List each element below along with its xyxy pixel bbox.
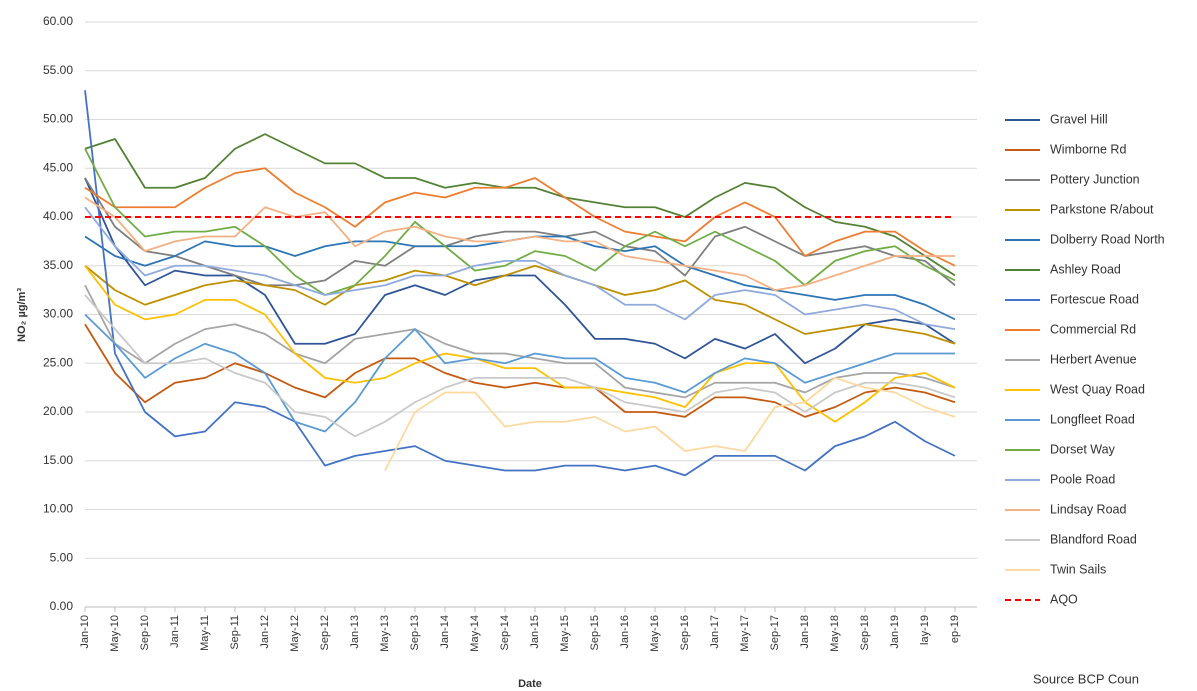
legend-label: Gravel Hill xyxy=(1050,112,1108,126)
y-tick-label: 55.00 xyxy=(43,63,73,77)
x-tick-label: Sep-14 xyxy=(499,615,511,650)
series-line xyxy=(84,177,956,365)
y-tick-label: 40.00 xyxy=(43,209,73,223)
x-tick-label: Jan-15 xyxy=(529,615,541,649)
legend-label: Parkstone R/about xyxy=(1050,202,1154,216)
x-tick-label: Sep-16 xyxy=(679,615,691,650)
series-line xyxy=(84,284,956,399)
legend-label: Longfleet Road xyxy=(1050,412,1135,426)
y-tick-label: 15.00 xyxy=(43,453,73,467)
legend-label: Poole Road xyxy=(1050,472,1115,486)
series-line xyxy=(84,323,956,418)
series-line xyxy=(84,313,955,433)
y-tick-label: 25.00 xyxy=(43,355,73,369)
legend-label: Dorset Way xyxy=(1050,442,1116,456)
y-tick-label: 60.00 xyxy=(43,14,73,28)
series-line xyxy=(84,264,956,345)
y-tick-label: 10.00 xyxy=(43,502,73,516)
legend-label: Commercial Rd xyxy=(1050,322,1136,336)
series-line xyxy=(84,90,956,477)
series-line xyxy=(84,148,956,296)
x-tick-label: Jan-19 xyxy=(889,615,901,649)
x-tick-label: Sep-13 xyxy=(409,615,421,650)
y-tick-label: 30.00 xyxy=(43,307,73,321)
x-tick-label: Sep-11 xyxy=(229,615,241,650)
x-tick-label: Jan-17 xyxy=(709,615,721,649)
legend-label: Ashley Road xyxy=(1050,262,1121,276)
y-axis-label: NO₂ µg/m³ xyxy=(16,288,28,342)
series-line xyxy=(84,294,956,438)
source-note: Source BCP Coun xyxy=(1033,671,1139,686)
x-tick-label: Jan-18 xyxy=(799,615,811,649)
x-axis-label: Date xyxy=(518,678,542,690)
legend-label: Pottery Junction xyxy=(1050,172,1140,186)
x-tick-label: May-10 xyxy=(109,615,121,652)
y-tick-label: 20.00 xyxy=(43,404,73,418)
legend-label: Herbert Avenue xyxy=(1050,352,1137,366)
series-line xyxy=(84,265,956,423)
y-tick-label: 45.00 xyxy=(43,160,73,174)
legend-label: Lindsay Road xyxy=(1050,502,1126,516)
x-tick-label: Sep-18 xyxy=(859,615,871,650)
legend-label: West Quay Road xyxy=(1050,382,1145,396)
x-tick-label: May-17 xyxy=(739,615,751,652)
series-line xyxy=(84,167,956,267)
legend-label: Fortescue Road xyxy=(1050,292,1139,306)
y-tick-label: 50.00 xyxy=(43,112,73,126)
x-tick-label: Sep-12 xyxy=(319,615,331,650)
x-tick-label: Sep-17 xyxy=(769,615,781,650)
legend-label: Blandford Road xyxy=(1050,532,1137,546)
x-tick-label: Jan-12 xyxy=(259,615,271,649)
x-tick-label: May-18 xyxy=(829,615,841,652)
x-tick-label: May-11 xyxy=(199,615,211,651)
x-tick-label: May-16 xyxy=(649,615,661,652)
legend-label: AQO xyxy=(1050,592,1078,606)
legend-label: Dolberry Road North xyxy=(1050,232,1165,246)
x-tick-label: May-15 xyxy=(559,615,571,652)
x-tick-label: Jan-11 xyxy=(169,615,181,648)
legend-label: Twin Sails xyxy=(1050,562,1106,576)
x-tick-label: Sep-10 xyxy=(139,615,151,650)
x-tick-label: May-13 xyxy=(379,615,391,652)
y-tick-label: 35.00 xyxy=(43,258,73,272)
x-tick-label: lay-19 xyxy=(919,615,931,645)
series-line xyxy=(84,235,956,321)
series-line xyxy=(384,376,956,471)
x-tick-label: ep-19 xyxy=(949,615,961,643)
x-tick-label: Jan-10 xyxy=(79,615,91,649)
x-tick-label: Jan-14 xyxy=(439,615,451,649)
series-line xyxy=(84,196,955,292)
x-tick-label: Jan-16 xyxy=(619,615,631,649)
x-tick-label: Sep-15 xyxy=(589,615,601,650)
series-line xyxy=(84,177,956,287)
y-tick-label: 5.00 xyxy=(50,550,74,564)
x-tick-label: May-12 xyxy=(289,615,301,652)
series-line xyxy=(84,206,956,331)
x-tick-label: May-14 xyxy=(469,615,481,652)
legend-label: Wimborne Rd xyxy=(1050,142,1126,156)
series-line xyxy=(84,133,956,277)
x-tick-label: Jan-13 xyxy=(349,615,361,649)
y-tick-label: 0.00 xyxy=(50,599,74,613)
